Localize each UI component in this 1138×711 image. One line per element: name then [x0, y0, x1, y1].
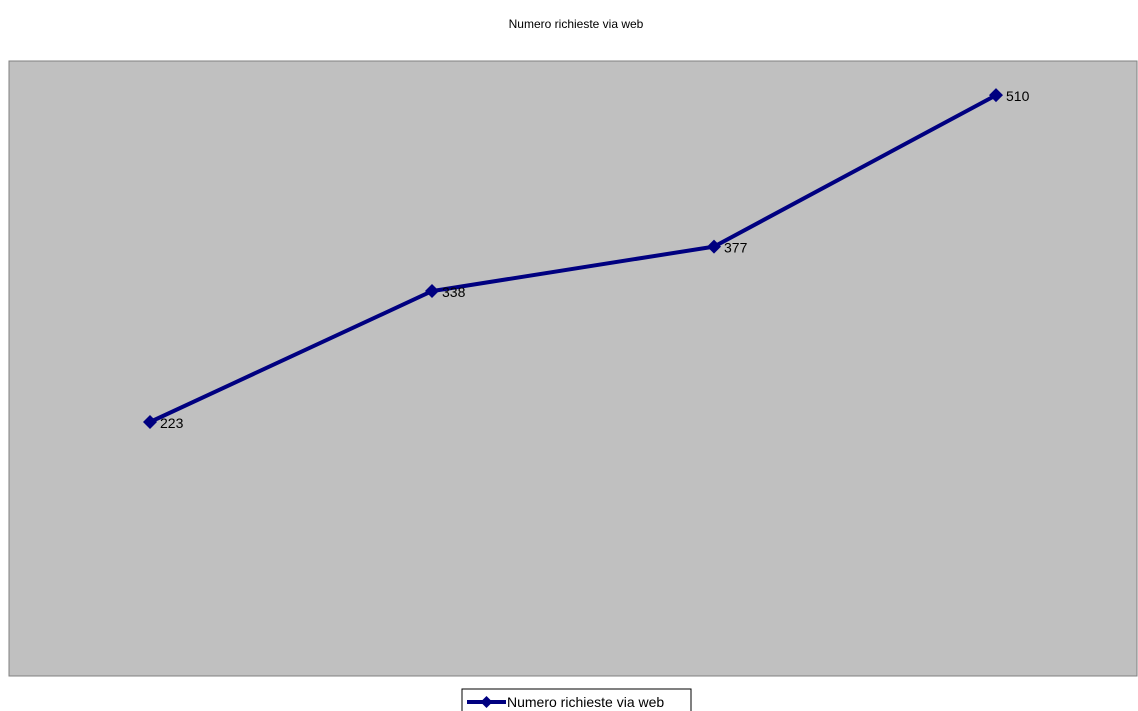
data-label: 377	[724, 240, 748, 256]
legend-box	[461, 688, 692, 711]
legend: Numero richieste via web	[461, 688, 692, 711]
data-label: 223	[160, 415, 184, 431]
series-layer: 223 338 377 510	[143, 88, 1030, 431]
data-point-marker	[143, 415, 157, 430]
data-point-marker	[989, 88, 1003, 103]
data-label: 510	[1006, 88, 1030, 104]
data-point-marker	[707, 239, 721, 254]
data-point-marker	[425, 284, 439, 299]
legend-series-label: Numero richieste via web	[507, 694, 664, 710]
legend-series-marker	[480, 696, 493, 708]
chart-title: Numero richieste via web	[509, 17, 644, 31]
series-line	[149, 93, 997, 424]
plot-area	[8, 60, 1138, 677]
data-label: 338	[442, 284, 466, 300]
